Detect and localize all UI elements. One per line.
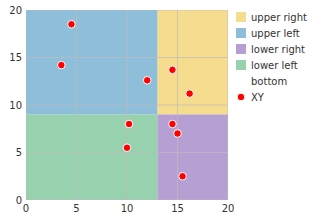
legend-label: upper left — [251, 28, 300, 39]
grid-line — [26, 10, 228, 11]
grid-line — [26, 105, 228, 106]
scatter-series — [58, 20, 194, 180]
legend-label: upper right — [251, 12, 307, 23]
y-tick-label: 5 — [16, 147, 22, 158]
legend-swatch — [237, 93, 245, 101]
legend-label: lower right — [251, 44, 305, 55]
legend-swatch — [236, 28, 246, 38]
point — [169, 66, 177, 74]
x-tick-label: 15 — [171, 203, 184, 214]
point — [143, 77, 151, 85]
chart: 0 5 10 15 20 0 5 10 15 20 upper right upper left low… — [0, 0, 320, 221]
grid-line — [26, 200, 228, 201]
point — [186, 90, 194, 98]
point — [169, 120, 177, 128]
region — [26, 115, 157, 201]
region — [157, 115, 228, 201]
legend-label: XY — [251, 92, 265, 103]
plot-area — [26, 10, 228, 200]
y-tick-label: 10 — [9, 100, 22, 111]
region — [26, 10, 157, 115]
axes: 0 5 10 15 20 0 5 10 15 20 — [9, 5, 234, 215]
legend-swatch — [236, 60, 246, 70]
x-tick-label: 5 — [73, 203, 79, 214]
point — [68, 20, 76, 28]
x-tick-label: 10 — [121, 203, 134, 214]
grid-line — [26, 152, 228, 153]
point — [58, 61, 66, 69]
y-tick-label: 20 — [9, 5, 22, 16]
x-tick-label: 0 — [23, 203, 29, 214]
grid-line — [26, 57, 228, 58]
legend-swatch — [236, 44, 246, 54]
legend-swatch — [236, 12, 246, 22]
region — [157, 10, 228, 115]
point — [174, 130, 182, 138]
x-tick-label: 20 — [222, 203, 235, 214]
point — [125, 120, 133, 128]
legend-label: lower left — [251, 60, 298, 71]
y-tick-label: 15 — [9, 52, 22, 63]
y-tick-label: 0 — [16, 195, 22, 206]
point — [179, 172, 187, 180]
legend-label: bottom — [251, 76, 287, 87]
point — [123, 144, 131, 152]
legend: upper right upper left lower right lower le… — [236, 12, 307, 103]
